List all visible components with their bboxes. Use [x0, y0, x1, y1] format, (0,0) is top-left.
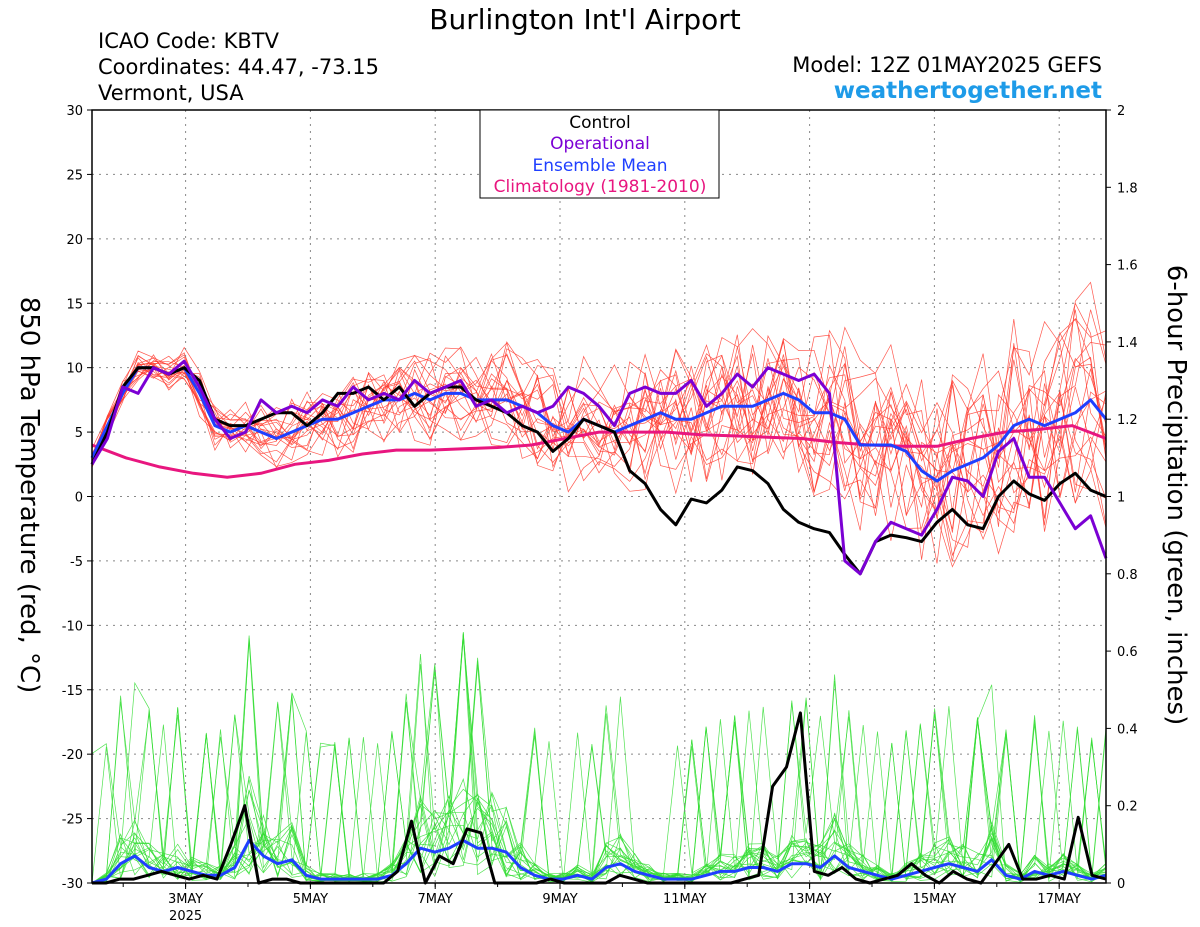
precip-member-line: [91, 632, 1107, 884]
y-right-tick-label: 1.2: [1117, 413, 1138, 428]
precip-member-line: [91, 632, 1107, 884]
y-right-tick-label: 0.8: [1117, 568, 1138, 583]
x-tick-label: 3MAY: [168, 892, 203, 907]
precip-member-line: [91, 702, 1107, 884]
legend-entry-climatology: Climatology (1981-2010): [494, 177, 707, 197]
x-tick-label: 11MAY: [663, 892, 707, 907]
y-left-tick-label: 10: [66, 362, 83, 377]
y-left-tick-label: 25: [66, 168, 83, 183]
temp-member-line: [91, 342, 1107, 517]
y-left-tick-label: 0: [75, 491, 83, 506]
x-tick-label: 15MAY: [913, 892, 957, 907]
header-coordinates: Coordinates: 44.47, -73.15: [98, 55, 379, 79]
header-icao: ICAO Code: KBTV: [98, 29, 280, 53]
y-left-tick-label: -5: [70, 555, 83, 570]
precip-member-line: [91, 635, 1107, 884]
temp-member-line: [91, 309, 1107, 525]
y-right-tick-label: 1.6: [1117, 259, 1138, 274]
x-tick-label: 7MAY: [418, 892, 453, 907]
temp-control-line: [90, 366, 1107, 576]
grid-lines: [92, 110, 1106, 883]
precip-member-line: [91, 635, 1107, 884]
y-left-tick-label: -20: [62, 748, 83, 763]
site-link[interactable]: weathertogether.net: [834, 78, 1102, 104]
precip-member-line: [91, 708, 1107, 884]
y-left-tick-label: -15: [62, 684, 83, 699]
x-tick-label: 9MAY: [542, 892, 577, 907]
legend: Control Operational Ensemble Mean Climat…: [479, 109, 720, 199]
temp-member-line: [91, 318, 1107, 516]
y-right-tick-label: 1.8: [1117, 181, 1138, 196]
y-right-tick-label: 1.4: [1117, 336, 1138, 351]
precip-ensemble-mean-line: [91, 839, 1107, 885]
temp-member-line: [91, 331, 1107, 564]
climatology-layer: [91, 424, 1107, 479]
y-left-tick-label: -30: [62, 877, 83, 892]
x-tick-label: 17MAY: [1037, 892, 1081, 907]
temp-operational-line: [90, 359, 1108, 576]
y-left-tick-label: 15: [66, 297, 83, 312]
temp-member-line: [91, 302, 1107, 568]
x-tick-label: 5MAY: [293, 892, 328, 907]
header-location: Vermont, USA: [98, 81, 244, 105]
x-tick-sublabel: 2025: [169, 909, 202, 924]
legend-entry-ensemble-mean: Ensemble Mean: [532, 156, 667, 176]
y-left-tick-label: 30: [66, 104, 83, 119]
precip-member-line: [91, 639, 1107, 884]
temp-member-line: [91, 339, 1107, 506]
y-right-tick-label: 1: [1117, 491, 1125, 506]
y-right-tick-label: 2: [1117, 104, 1125, 119]
y-right-tick-label: 0.4: [1117, 722, 1138, 737]
x-tick-label: 13MAY: [788, 892, 832, 907]
axes-layer: 302520151050-5-10-15-20-25-3021.81.61.41…: [62, 104, 1138, 924]
model-label: Model: 12Z 01MAY2025 GEFS: [792, 53, 1102, 77]
y-axis-right-label: 6-hour Precipitation (green, inches): [1161, 265, 1191, 725]
legend-entry-control: Control: [569, 113, 630, 133]
climatology-line: [91, 424, 1107, 479]
chart-title: Burlington Int'l Airport: [429, 3, 741, 36]
legend-entry-operational: Operational: [550, 134, 650, 154]
ensemble-members: [91, 281, 1107, 884]
temp-member-line: [91, 309, 1107, 534]
legend-box: [479, 109, 720, 199]
precip-member-line: [91, 703, 1107, 884]
y-left-tick-label: -10: [62, 619, 83, 634]
y-right-tick-label: 0: [1117, 877, 1125, 892]
y-axis-left-label: 850 hPa Temperature (red, °C): [14, 297, 44, 694]
temp-member-line: [91, 341, 1107, 529]
y-right-tick-label: 0.2: [1117, 800, 1138, 815]
temp-member-line: [91, 346, 1107, 541]
temp-member-line: [91, 336, 1107, 555]
precip-member-line: [91, 696, 1107, 884]
y-left-tick-label: -25: [62, 813, 83, 828]
y-right-tick-label: 0.6: [1117, 645, 1138, 660]
y-left-tick-label: 20: [66, 233, 83, 248]
y-left-tick-label: 5: [75, 426, 83, 441]
precip-member-line: [91, 719, 1107, 884]
